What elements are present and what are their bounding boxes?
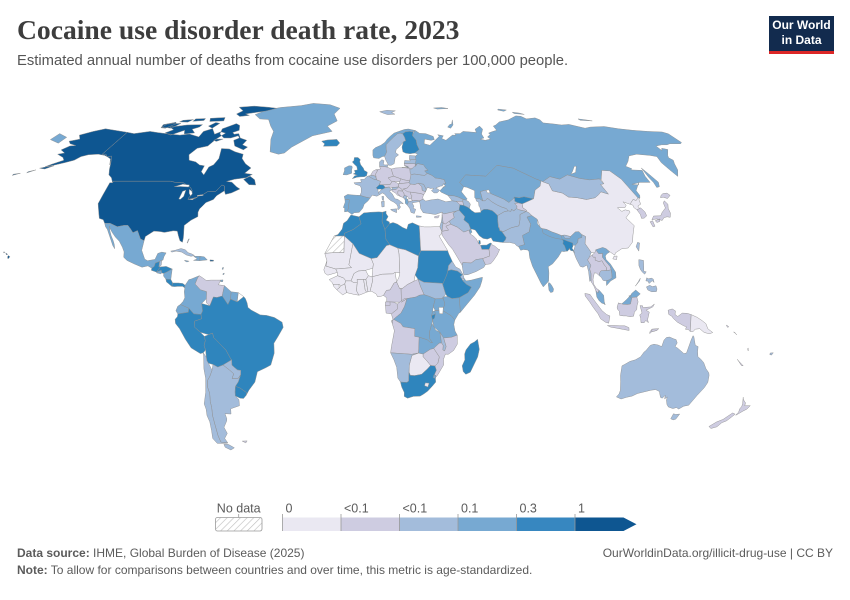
svg-text:<0.1: <0.1 xyxy=(403,502,428,516)
svg-text:<0.1: <0.1 xyxy=(344,502,369,516)
svg-text:0: 0 xyxy=(286,502,293,516)
svg-text:No data: No data xyxy=(217,502,261,516)
svg-text:1: 1 xyxy=(578,502,585,516)
svg-text:0.3: 0.3 xyxy=(520,502,537,516)
svg-text:0.1: 0.1 xyxy=(461,502,478,516)
